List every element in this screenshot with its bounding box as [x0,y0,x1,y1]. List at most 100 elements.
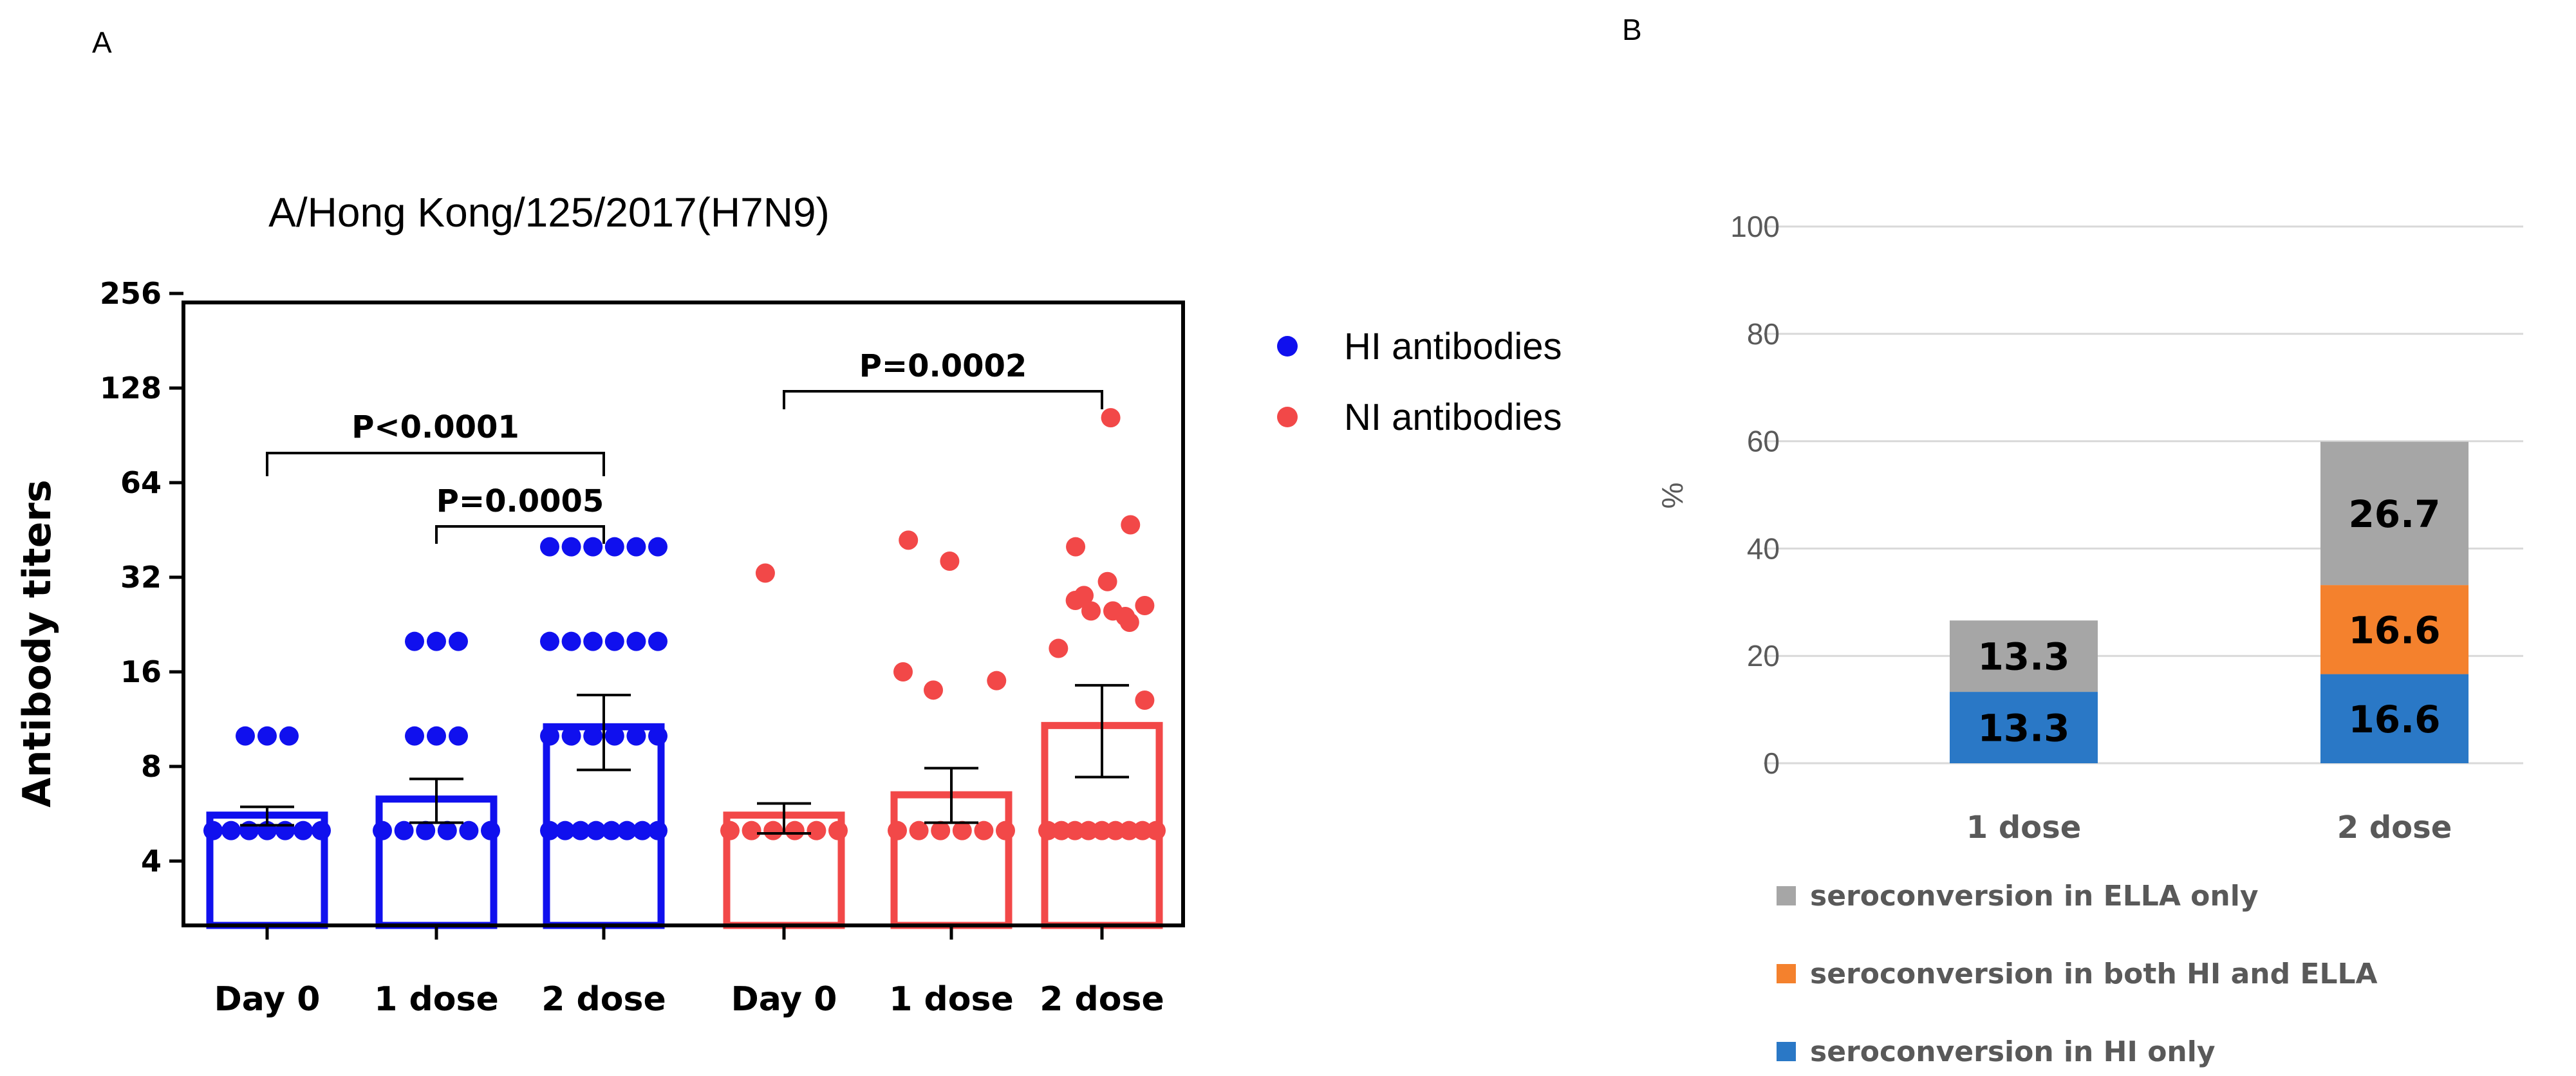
point-hi [481,821,500,840]
point-ni [899,530,919,550]
point-ni [931,821,951,840]
chart-a-x-ticks: Day 0 1 dose 2 dose Day 0 1 dose 2 dose [214,925,1164,1019]
legend-both-label: seroconversion in both HI and ELLA [1810,958,2378,990]
segment-value-label: 13.3 [1977,635,2069,679]
point-hi [279,726,299,746]
point-hi [239,821,259,840]
p-value-label: P=0.0002 [859,348,1027,384]
y-tick-label: 60 [1747,425,1780,458]
point-ni [909,821,929,840]
point-ni [1101,408,1121,428]
legend-ella-only-label: seroconversion in ELLA only [1810,880,2259,913]
point-hi [275,821,295,840]
point-hi [427,631,446,651]
chart-a-significance-brackets: P<0.0001 P=0.0005 P=0.0002 [266,348,1103,544]
point-hi [583,631,603,651]
legend-hi-only-swatch [1777,1042,1796,1061]
chart-b-legend: seroconversion in ELLA only seroconversio… [1777,880,2378,1068]
x-tick-label: 2 dose [541,980,666,1019]
significance-bracket [435,525,605,544]
segment-ella-only-1 [2320,441,2469,586]
legend-ella-only-swatch [1777,886,1796,905]
point-ni [720,821,740,840]
point-hi [604,726,624,746]
point-ni [807,821,826,840]
point-hi [648,821,667,840]
legend-hi-label: HI antibodies [1344,326,1562,367]
segment-hi-only-1 [2320,674,2469,763]
point-hi [221,821,241,840]
point-hi [626,726,646,746]
point-ni [1135,691,1155,710]
point-hi [555,821,575,840]
point-hi [648,537,667,557]
point-hi [561,726,581,746]
point-ni [1052,821,1071,840]
point-hi [437,821,457,840]
point-hi [571,821,590,840]
chart-a-axes [182,301,1185,927]
y-tick-label: 32 [120,560,162,595]
point-hi [626,537,646,557]
point-ni [1066,537,1086,557]
chart-a-title: A/Hong Kong/125/2017(H7N9) [268,189,830,236]
point-ni [1106,821,1125,840]
point-ni [1038,821,1058,840]
point-hi [540,631,559,651]
point-hi [602,821,621,840]
x-tick-label: 2 dose [2337,810,2452,846]
segment-value-label: 16.6 [2348,608,2440,652]
segment-value-label: 16.6 [2348,698,2440,741]
point-hi [257,726,277,746]
y-tick-label: 40 [1747,532,1780,565]
point-hi [617,821,637,840]
segment-value-label: 13.3 [1977,707,2069,750]
point-ni [785,821,805,840]
y-tick-label: 80 [1747,317,1780,351]
point-ni [888,821,907,840]
significance-bracket [266,452,605,476]
chart-a-y-axis-label: Antibody titers [15,479,60,807]
point-hi [373,821,392,840]
chart-a-bars [206,721,1163,929]
point-hi [586,821,606,840]
point-hi [626,631,646,651]
y-tick-label: 0 [1763,747,1780,780]
y-tick-label: 128 [100,371,162,405]
point-hi [583,726,603,746]
point-hi [394,821,414,840]
point-ni [996,821,1015,840]
point-hi [459,821,479,840]
chart-b-y-ticks: 0 20 40 60 80 100 [1730,210,1780,780]
y-tick-label: 256 [100,276,162,311]
point-hi [416,821,436,840]
point-ni [1133,821,1152,840]
point-ni [893,662,913,682]
chart-a-legend: HI antibodies NI antibodies [1277,326,1562,438]
x-tick-label: 1 dose [1966,810,2082,846]
point-ni [940,552,960,571]
chart-b-y-axis-label: % [1656,483,1689,509]
point-hi [561,631,581,651]
point-ni [924,680,944,700]
x-tick-label: 2 dose [1040,980,1164,1019]
chart-a-points [203,408,1166,840]
y-tick-label: 16 [120,654,162,689]
point-ni [1121,515,1141,535]
x-tick-label: Day 0 [214,980,321,1019]
x-tick-label: 1 dose [374,980,498,1019]
point-ni [952,821,972,840]
significance-bracket [783,390,1103,409]
point-hi [648,726,667,746]
segment-both-1 [2320,585,2469,674]
point-ni [828,821,848,840]
legend-ni-marker [1277,407,1298,427]
chart-b-x-ticks: 1 dose 2 dose [1966,810,2452,846]
point-ni [1092,821,1112,840]
segment-ella-only-0 [1950,620,2098,692]
panel-b-label: B [1622,13,1642,46]
y-tick-label: 8 [141,749,162,784]
point-hi [540,821,559,840]
point-hi [633,821,652,840]
